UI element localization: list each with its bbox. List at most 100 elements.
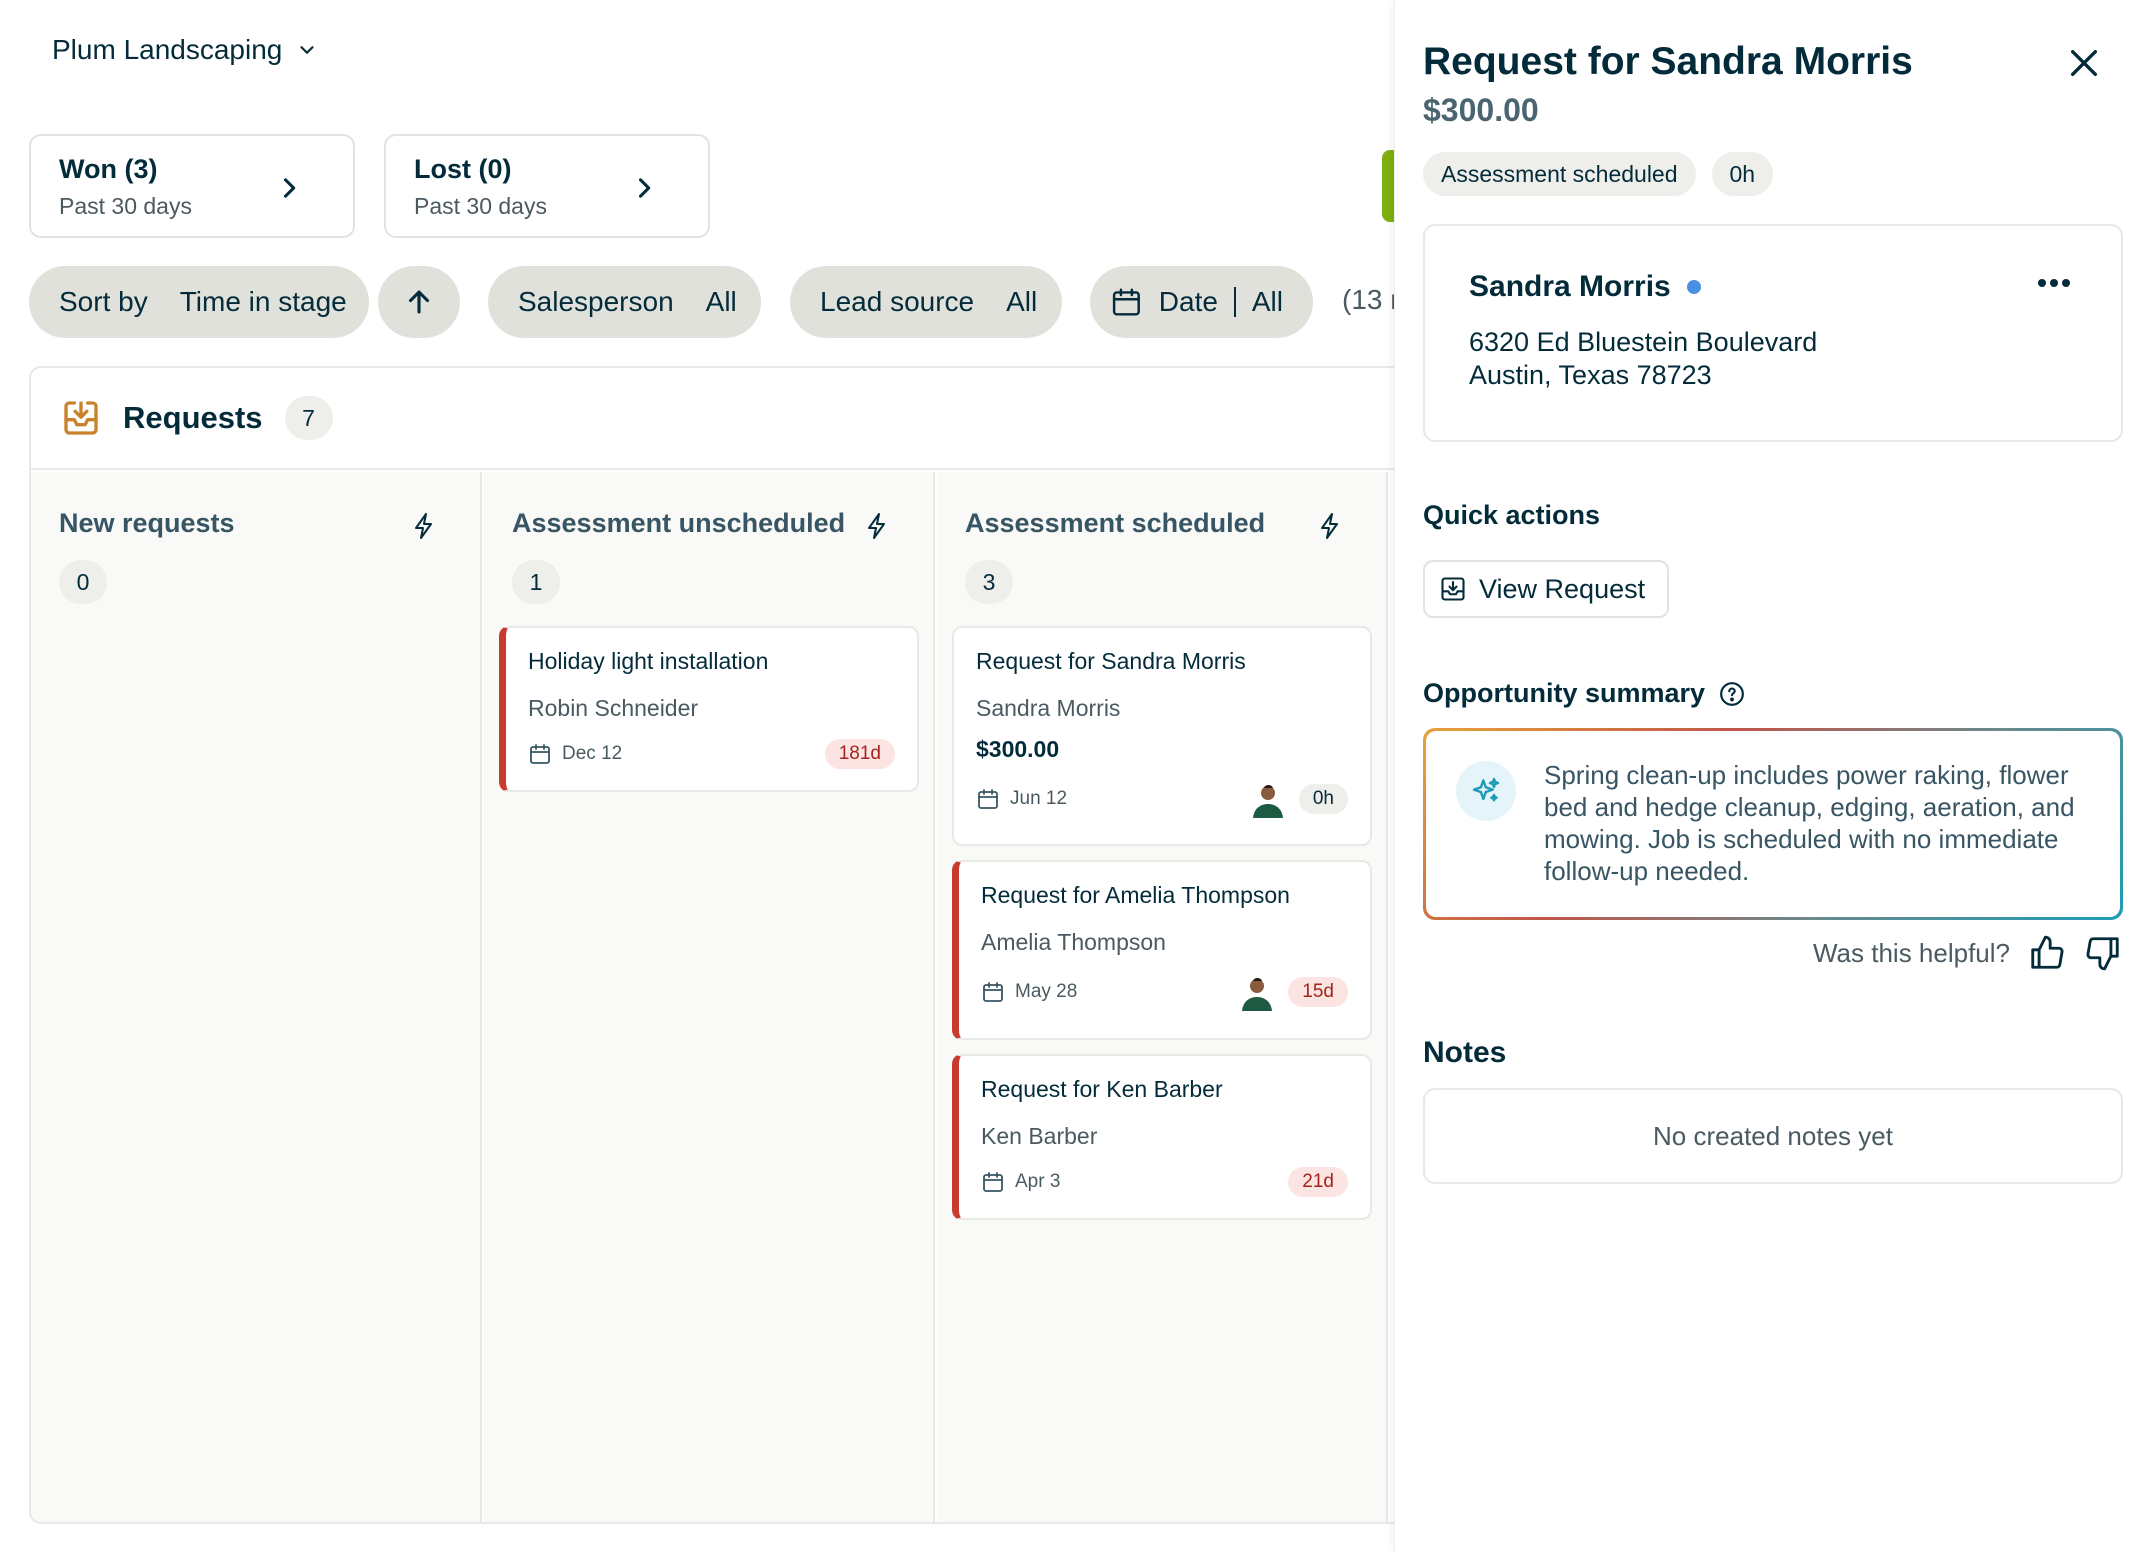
- calendar-icon: [978, 789, 998, 809]
- notes-title: Notes: [1423, 1036, 1507, 1069]
- automation-bolt-icon[interactable]: [1318, 512, 1342, 540]
- sort-by-filter[interactable]: Sort by Time in stage: [29, 266, 369, 338]
- client-card: Sandra Morris 6320 Ed Bluestein Boulevar…: [1423, 224, 2123, 442]
- time-in-stage-badge: 181d: [824, 739, 895, 769]
- salesperson-value: All: [705, 286, 737, 317]
- salesperson-avatar: [1242, 978, 1273, 1011]
- quick-actions-title: Quick actions: [1423, 500, 1601, 530]
- date-filter[interactable]: Date All: [1090, 266, 1313, 338]
- column-count-badge: 1: [512, 560, 560, 604]
- salesperson-filter[interactable]: Salesperson All: [488, 266, 761, 338]
- request-card[interactable]: Request for Amelia Thompson Amelia Thomp…: [952, 860, 1372, 1040]
- column-new-requests: New requests 0: [31, 472, 482, 1522]
- card-client-name: Robin Schneider: [528, 695, 699, 721]
- column-count-badge: 3: [965, 560, 1013, 604]
- calendar-icon: [983, 982, 1003, 1002]
- calendar-icon: [1112, 288, 1140, 316]
- notes-empty-state: No created notes yet: [1423, 1088, 2123, 1184]
- lost-stat-card[interactable]: Lost (0) Past 30 days: [384, 134, 710, 238]
- board-title: Requests: [123, 400, 263, 435]
- close-icon[interactable]: [2067, 46, 2101, 80]
- card-title: Request for Sandra Morris: [976, 648, 1246, 674]
- won-stat-card[interactable]: Won (3) Past 30 days: [29, 134, 355, 238]
- card-date: May 28: [1015, 981, 1078, 1002]
- opportunity-summary-title: Opportunity summary: [1423, 678, 1745, 709]
- board-header: Requests 7: [31, 368, 1409, 470]
- request-card[interactable]: Holiday light installation Robin Schneid…: [499, 626, 919, 792]
- card-title: Holiday light installation: [528, 648, 769, 674]
- lead-source-value: All: [1006, 286, 1038, 317]
- view-request-label: View Request: [1479, 573, 1646, 604]
- column-title: Assessment scheduled: [965, 508, 1266, 538]
- time-in-stage-badge: 15d: [1288, 977, 1348, 1007]
- sort-by-value: Time in stage: [179, 286, 347, 317]
- stage-badge: Assessment scheduled: [1423, 152, 1696, 196]
- lead-source-filter[interactable]: Lead source All: [790, 266, 1062, 338]
- helpful-label: Was this helpful?: [1812, 937, 2010, 968]
- chevron-right-icon: [638, 178, 651, 198]
- column-count-badge: 0: [59, 560, 107, 604]
- result-count: (13 r: [1342, 284, 1400, 315]
- card-client-name: Sandra Morris: [976, 695, 1121, 721]
- panel-title: Request for Sandra Morris: [1423, 40, 1913, 83]
- help-circle-icon[interactable]: [1719, 681, 1745, 707]
- automation-bolt-icon[interactable]: [412, 512, 436, 540]
- card-date: Dec 12: [562, 743, 623, 764]
- address-line-1: 6320 Ed Bluestein Boulevard: [1469, 327, 1818, 357]
- pill-divider: [1233, 287, 1236, 317]
- calendar-icon: [530, 744, 550, 764]
- column-title: Assessment unscheduled: [512, 508, 846, 538]
- card-date: Jun 12: [1010, 788, 1068, 809]
- lead-source-label: Lead source: [820, 286, 975, 317]
- time-badge: 0h: [1711, 152, 1774, 196]
- inbox-download-icon: [1441, 577, 1465, 601]
- time-in-stage-badge: 0h: [1298, 784, 1348, 814]
- sort-by-label: Sort by: [59, 286, 148, 317]
- ai-sparkle-icon: [1456, 761, 1516, 821]
- summary-text: Spring clean-up includes power raking, f…: [1544, 760, 2075, 886]
- date-value: All: [1251, 286, 1283, 317]
- feedback-row: Was this helpful?: [1813, 934, 2122, 972]
- view-request-button[interactable]: View Request: [1423, 560, 1670, 618]
- notes-empty-text: No created notes yet: [1653, 1120, 1893, 1151]
- salesperson-label: Salesperson: [518, 286, 674, 317]
- address-line-2: Austin, Texas 78723: [1469, 360, 1712, 390]
- requests-board: Requests 7 New requests 0 Assessment uns…: [29, 366, 1411, 1524]
- won-stat-subtitle: Past 30 days: [59, 193, 192, 219]
- company-switcher[interactable]: Plum Landscaping: [52, 34, 318, 66]
- opportunity-summary-box: Spring clean-up includes power raking, f…: [1423, 728, 2123, 920]
- inbox-download-icon: [64, 401, 98, 435]
- status-dot: [1686, 280, 1701, 294]
- card-title: Request for Amelia Thompson: [981, 882, 1290, 908]
- chevron-right-icon: [283, 178, 296, 198]
- card-date: Apr 3: [1015, 1171, 1061, 1192]
- column-title: New requests: [59, 508, 235, 538]
- thumbs-up-icon[interactable]: [2028, 934, 2066, 972]
- partial-stat-card-accent[interactable]: [1382, 150, 1396, 222]
- time-in-stage-badge: 21d: [1288, 1167, 1348, 1197]
- board-count-badge: 7: [284, 396, 333, 440]
- client-name[interactable]: Sandra Morris: [1469, 270, 1671, 303]
- card-client-name: Ken Barber: [981, 1123, 1098, 1149]
- chevron-down-icon: [300, 46, 314, 54]
- request-card[interactable]: Request for Ken Barber Ken Barber Apr 3 …: [952, 1054, 1372, 1220]
- date-label: Date: [1158, 286, 1218, 317]
- calendar-icon: [983, 1172, 1003, 1192]
- card-price: $300.00: [976, 736, 1060, 762]
- card-title: Request for Ken Barber: [981, 1076, 1223, 1102]
- lost-stat-subtitle: Past 30 days: [414, 193, 547, 219]
- more-options-icon[interactable]: [2037, 278, 2071, 288]
- column-assessment-scheduled: Assessment scheduled 3 Request for Sandr…: [937, 472, 1388, 1522]
- company-name: Plum Landscaping: [52, 34, 283, 65]
- automation-bolt-icon[interactable]: [865, 512, 889, 540]
- sort-direction-button[interactable]: [378, 266, 460, 338]
- won-stat-title: Won (3): [59, 154, 158, 184]
- arrow-up-icon: [408, 290, 430, 314]
- panel-amount: $300.00: [1423, 92, 1539, 128]
- request-detail-panel: Request for Sandra Morris $300.00 Assess…: [1394, 0, 2150, 1552]
- lost-stat-title: Lost (0): [414, 154, 512, 184]
- salesperson-avatar: [1252, 785, 1283, 818]
- thumbs-down-icon[interactable]: [2084, 934, 2122, 972]
- request-card[interactable]: Request for Sandra Morris Sandra Morris …: [952, 626, 1372, 846]
- column-assessment-unscheduled: Assessment unscheduled 1 Holiday light i…: [484, 472, 935, 1522]
